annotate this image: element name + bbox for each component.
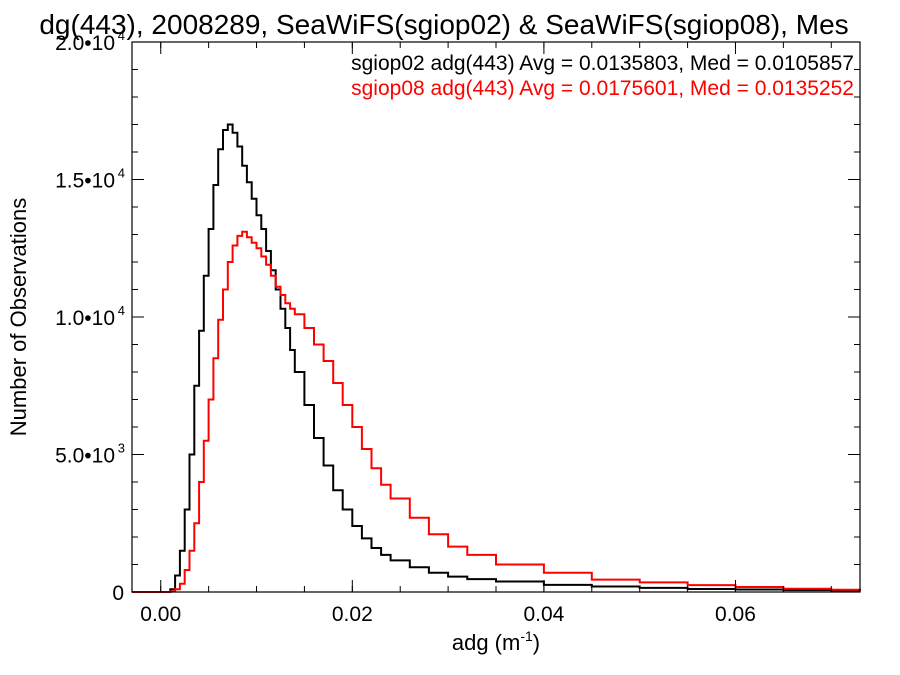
y-tick-label: 1.0•10 [55, 307, 115, 330]
y-tick-exponent: 4 [118, 166, 125, 181]
x-axis-label: adg (m-1) [452, 628, 540, 655]
x-tick-label: 0.04 [523, 603, 564, 626]
y-tick-label: 5.0•10 [55, 445, 115, 468]
legend-entry-sgiop08: sgiop08 adg(443) Avg = 0.0175601, Med = … [351, 77, 854, 100]
series-line-sgiop08 [132, 230, 861, 593]
x-axis-label-close: ) [533, 630, 540, 655]
y-tick-label: 1.5•10 [55, 170, 115, 193]
y-tick-label: 0 [112, 582, 124, 605]
x-tick-label: 0.06 [715, 603, 756, 626]
x-axis-label-text: adg (m [452, 630, 520, 655]
y-tick-exponent: 3 [118, 441, 125, 456]
y-axis: 05.0•10 31.0•10 41.5•10 42.0•10 4 [55, 28, 860, 605]
x-tick-label: 0.02 [332, 603, 373, 626]
series-layer [132, 123, 861, 593]
chart-title: dg(443), 2008289, SeaWiFS(sgiop02) & Sea… [39, 9, 848, 40]
y-tick-exponent: 4 [118, 303, 125, 318]
y-axis-label: Number of Observations [6, 198, 31, 436]
y-tick-exponent: 4 [118, 28, 125, 43]
x-axis: 0.00 0.02 0.04 0.06 [140, 42, 832, 626]
series-line-sgiop02 [132, 123, 861, 593]
x-tick-label: 0.00 [140, 603, 181, 626]
legend-entry-sgiop02: sgiop02 adg(443) Avg = 0.0135803, Med = … [351, 52, 854, 75]
x-axis-label-sup: -1 [520, 628, 533, 644]
y-tick-label: 2.0•10 [55, 32, 115, 55]
